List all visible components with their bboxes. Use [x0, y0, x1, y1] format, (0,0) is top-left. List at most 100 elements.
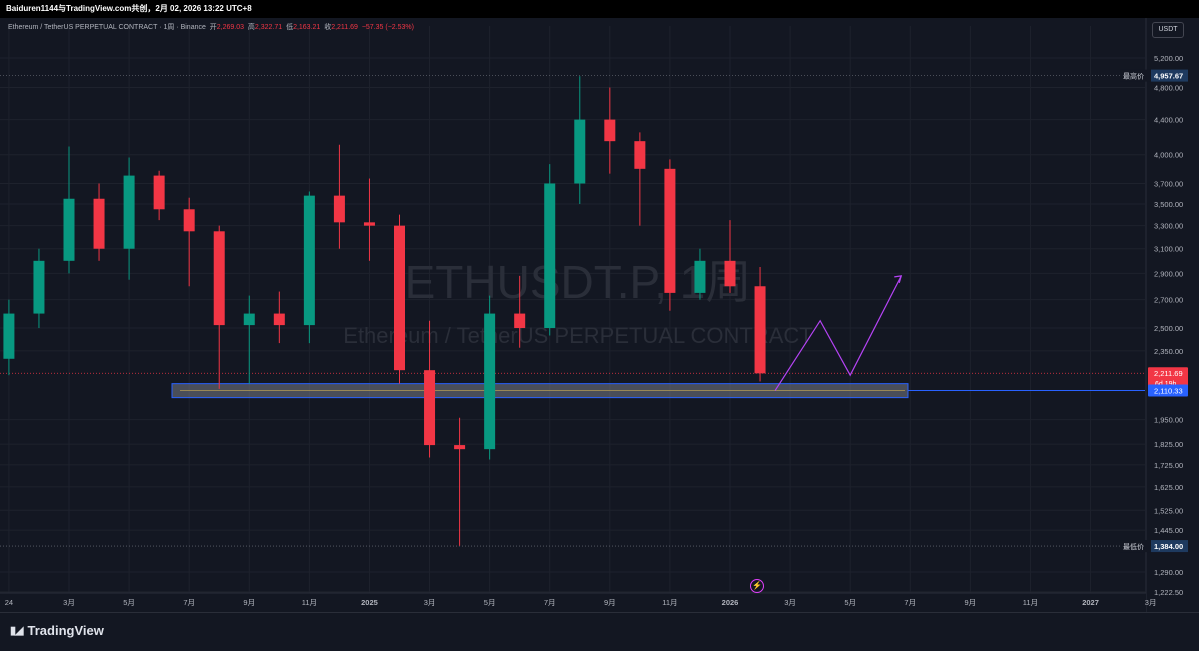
symbol-name: Ethereum / TetherUS PERPETUAL CONTRACT ·… [8, 24, 206, 31]
candle-body[interactable] [3, 313, 15, 359]
candle-body[interactable] [93, 198, 105, 249]
ath-label: 最高价 [1123, 72, 1144, 81]
price-tick-label: 4,000.00 [1154, 151, 1183, 160]
candle-body[interactable] [333, 195, 345, 223]
candle-body[interactable] [213, 231, 225, 326]
price-tick-label: 3,300.00 [1154, 222, 1183, 231]
candle-body[interactable] [454, 445, 466, 450]
time-tick-label: 9月 [243, 598, 255, 607]
high-label: 高 [247, 24, 255, 31]
time-tick-label: 2027 [1082, 598, 1099, 607]
candle-body[interactable] [574, 119, 586, 184]
time-tick-label: 3月 [424, 598, 436, 607]
price-tick-label: 1,950.00 [1154, 416, 1183, 425]
candle-body[interactable] [303, 195, 315, 326]
ath-value-bg [1151, 69, 1188, 82]
time-tick-label: 24 [5, 598, 13, 607]
price-tick-label: 2,500.00 [1154, 324, 1183, 333]
price-tick-label: 3,700.00 [1154, 179, 1183, 188]
chart-canvas[interactable]: ETHUSDT.P, 1周 Ethereum / TetherUS PERPETU… [0, 18, 1199, 612]
candle-body[interactable] [694, 260, 706, 293]
candle-body[interactable] [183, 209, 195, 232]
watermark-description: Ethereum / TetherUS PERPETUAL CONTRACT [343, 323, 812, 348]
low-value: 2,163.21 [293, 24, 321, 31]
brand-name: TradingView [27, 623, 104, 638]
candle-body[interactable] [33, 260, 45, 314]
time-tick-label: 3月 [1145, 598, 1157, 607]
projection-path[interactable] [774, 275, 902, 391]
projection-arrowhead [894, 275, 903, 284]
time-tick-label: 3月 [63, 598, 75, 607]
candle-body[interactable] [634, 141, 646, 169]
candle-body[interactable] [664, 168, 676, 293]
price-tick-label: 5,200.00 [1154, 54, 1183, 63]
candle-body[interactable] [724, 260, 736, 287]
time-tick-label: 5月 [844, 598, 856, 607]
time-tick-label: 11月 [302, 598, 317, 607]
currency-button[interactable]: USDT [1152, 22, 1184, 38]
price-tick-label: 2,700.00 [1154, 296, 1183, 305]
atl-label-bg [1120, 540, 1152, 553]
candle-body[interactable] [484, 313, 496, 450]
lightning-icon[interactable]: ⚡ [750, 579, 764, 593]
time-tick-label: 7月 [544, 598, 556, 607]
candle-body[interactable] [604, 119, 616, 142]
line-price-label: 2,110.33 [1154, 387, 1183, 396]
candle-body[interactable] [363, 222, 375, 226]
atl-value-bg [1151, 540, 1188, 553]
time-tick-label: 2026 [722, 598, 739, 607]
atl-label: 最低价 [1123, 542, 1144, 551]
atl-value: 1,384.00 [1154, 542, 1183, 551]
time-tick-label: 11月 [662, 598, 677, 607]
candle-body[interactable] [153, 175, 165, 210]
price-tick-label: 1,525.00 [1154, 506, 1183, 515]
time-tick-label: 5月 [123, 598, 135, 607]
time-tick-label: 2025 [361, 598, 378, 607]
candle-body[interactable] [544, 183, 556, 329]
chart-frame [0, 18, 1199, 651]
time-axis-bg [0, 593, 1146, 612]
attribution-bar: Baiduren1144与TradingView.com共创，2月 02, 20… [0, 0, 1199, 18]
time-tick-label: 9月 [965, 598, 977, 607]
open-label: 开 [209, 24, 217, 31]
candle-body[interactable] [394, 225, 405, 371]
change-value: −57.35 (−2.53%) [361, 24, 414, 31]
candle-body[interactable] [514, 313, 526, 329]
tradingview-logo[interactable]: ▮◢ TradingView [10, 623, 104, 638]
price-tick-label: 1,445.00 [1154, 526, 1183, 535]
price-tick-label: 2,900.00 [1154, 269, 1183, 278]
price-tick-label: 4,400.00 [1154, 116, 1183, 125]
current-price-label: 2,211.69 [1154, 369, 1183, 378]
candle-body[interactable] [243, 313, 255, 326]
price-tick-label: 2,350.00 [1154, 347, 1183, 356]
price-axis-bg [1146, 18, 1199, 612]
candle-body[interactable] [63, 198, 75, 261]
low-label: 低 [286, 24, 294, 31]
close-value: 2,211.69 [331, 24, 358, 31]
price-tick-label: 1,290.00 [1154, 568, 1183, 577]
candle-body[interactable] [273, 313, 285, 326]
open-value: 2,269.03 [216, 24, 245, 31]
time-tick-label: 11月 [1023, 598, 1038, 607]
candle-body[interactable] [424, 370, 436, 446]
symbol-info-line: Ethereum / TetherUS PERPETUAL CONTRACT ·… [8, 22, 414, 32]
attribution-text: Baiduren1144与TradingView.com共创，2月 02, 20… [6, 4, 252, 13]
time-tick-label: 5月 [484, 598, 496, 607]
time-tick-label: 9月 [604, 598, 616, 607]
footer-bar: ▮◢ TradingView [0, 612, 1199, 651]
tv-logo-icon: ▮◢ [10, 625, 23, 637]
ath-label-bg [1120, 69, 1152, 82]
candle-body[interactable] [123, 175, 135, 249]
time-tick-label: 3月 [784, 598, 796, 607]
price-tick-label: 3,100.00 [1154, 245, 1183, 254]
candle-body[interactable] [754, 286, 766, 374]
time-tick-label: 7月 [183, 598, 195, 607]
line-price-tag [1148, 384, 1188, 397]
time-tick-label: 7月 [904, 598, 916, 607]
price-tick-label: 1,725.00 [1154, 461, 1183, 470]
price-tick-label: 1,825.00 [1154, 440, 1183, 449]
high-value: 2,322.71 [254, 24, 283, 31]
ath-value: 4,957.67 [1154, 72, 1183, 81]
price-tick-label: 4,800.00 [1154, 84, 1183, 93]
close-label: 收 [324, 24, 332, 31]
